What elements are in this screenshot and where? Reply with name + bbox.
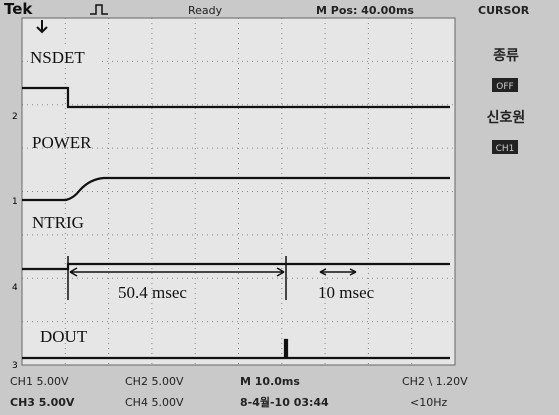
brand: Tek [4, 0, 33, 18]
status: <10Hz [410, 396, 447, 409]
status: CH2 \ 1.20V [402, 375, 468, 388]
source-value[interactable]: CH1 [496, 144, 515, 154]
signal-label: NTRIG [32, 213, 84, 232]
position: M Pos: 40.00ms [316, 4, 414, 17]
acq-state: Ready [188, 4, 223, 17]
status: CH4 5.00V [125, 396, 184, 409]
status: CH1 5.00V [10, 375, 69, 388]
annotation: 50.4 msec [118, 283, 187, 302]
annotation: 10 msec [318, 283, 375, 302]
signal-label: DOUT [40, 327, 88, 346]
channel-marker: 4 [12, 283, 18, 293]
scope-screen: Tek Ready M Pos: 40.00ms CURSOR 종류 OFF 신… [0, 0, 559, 415]
status: CH3 5.00V [10, 396, 75, 409]
signal-label: NSDET [30, 48, 85, 67]
channel-marker: 1 [12, 197, 18, 207]
status: 8-4월-10 03:44 [240, 395, 329, 409]
status: CH2 5.00V [125, 375, 184, 388]
type-label[interactable]: 종류 [493, 48, 519, 64]
channel-marker: 3 [12, 361, 18, 371]
menu-title: CURSOR [478, 4, 530, 17]
source-label[interactable]: 신호원 [487, 110, 526, 126]
signal-label: POWER [32, 133, 92, 152]
status: M 10.0ms [240, 375, 300, 388]
channel-marker: 2 [12, 112, 18, 122]
type-value[interactable]: OFF [496, 82, 513, 92]
graticule [22, 18, 455, 365]
